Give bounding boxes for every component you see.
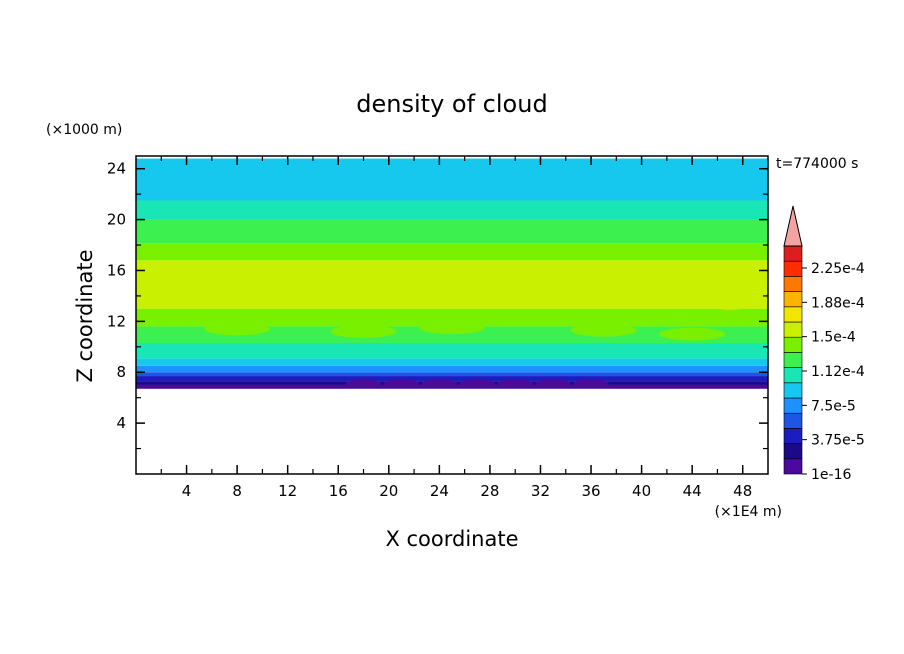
density-contour-field — [136, 158, 768, 389]
y-axis-ticks: 4 8 12 16 20 24 — [107, 160, 768, 450]
contour-patch — [507, 275, 599, 307]
colorbar-extend-arrow — [783, 205, 803, 247]
colorbar-swatch — [783, 276, 803, 292]
x-tick-label: 24 — [430, 482, 449, 500]
y-tick-label: 8 — [116, 363, 126, 381]
colorbar-swatch — [783, 412, 803, 429]
contour-patch — [259, 281, 341, 305]
x-tick-label: 36 — [581, 482, 600, 500]
colorbar-swatch — [783, 306, 803, 323]
colorbar-swatch — [783, 336, 803, 353]
contour-patch — [659, 327, 726, 341]
contour-patch — [535, 379, 571, 389]
x-tick-label: 28 — [480, 482, 499, 500]
colorbar-swatch — [783, 352, 803, 368]
contour-patch — [204, 322, 270, 336]
contour-band — [136, 243, 768, 261]
colorbar-swatch — [783, 382, 803, 399]
contour-patch — [419, 321, 485, 335]
x-axis-label: X coordinate — [385, 527, 518, 551]
x-tick-label: 8 — [232, 482, 242, 500]
contour-band — [136, 342, 768, 359]
contour-band — [136, 308, 768, 327]
y-tick-label: 20 — [107, 211, 126, 229]
contour-band — [136, 376, 768, 382]
contour-patch — [330, 325, 397, 338]
y-tick-label: 24 — [107, 160, 126, 178]
contour-patch — [459, 290, 521, 307]
colorbar-swatch — [783, 397, 803, 414]
x-tick-label: 12 — [278, 482, 297, 500]
colorbar-tick-label: 1e-16 — [811, 467, 851, 483]
colorbar-tick-label: 1.88e-4 — [811, 295, 865, 311]
contour-patch — [363, 274, 465, 303]
x-tick-label: 44 — [683, 482, 702, 500]
colorbar-swatch — [783, 458, 803, 475]
contour-band — [136, 158, 768, 201]
x-tick-label: 16 — [329, 482, 348, 500]
colorbar-tick-label: 2.25e-4 — [811, 261, 865, 277]
contour-band — [136, 384, 768, 389]
colorbar-swatch — [783, 245, 803, 262]
contour-patch — [421, 379, 458, 389]
y-axis-unit: (×1000 m) — [46, 122, 122, 138]
colorbar-tick-label: 1.12e-4 — [811, 364, 865, 380]
colorbar-swatch — [783, 443, 803, 460]
y-tick-label: 16 — [107, 261, 126, 279]
y-axis-label: Z coordinate — [73, 249, 97, 382]
y-tick-label: 4 — [116, 414, 126, 432]
contour-band — [136, 365, 768, 373]
time-label: t=774000 s — [776, 156, 858, 172]
contour-patch — [345, 379, 382, 389]
contour-patch — [181, 280, 243, 299]
contour-patch — [626, 269, 708, 303]
y-tick-label: 12 — [107, 312, 126, 330]
x-tick-label: 32 — [531, 482, 550, 500]
colorbar-swatch — [783, 291, 803, 308]
contour-patch — [573, 379, 609, 389]
x-axis-unit: (×1E4 m) — [715, 504, 782, 520]
contour-band — [136, 358, 768, 366]
x-tick-label: 4 — [182, 482, 192, 500]
contour-patch — [497, 379, 533, 389]
colorbar-swatch — [783, 428, 803, 444]
chart-title: density of cloud — [356, 90, 547, 118]
contour-patch — [459, 379, 495, 389]
colorbar-swatch — [783, 367, 803, 384]
colorbar-swatch — [783, 260, 803, 277]
colorbar-tick-label: 7.5e-5 — [811, 398, 856, 414]
colorbar-tick-label: 3.75e-5 — [811, 433, 865, 449]
plot-frame — [135, 155, 769, 475]
x-tick-label: 20 — [379, 482, 398, 500]
contour-irregularities — [181, 269, 758, 389]
x-axis-ticks: 4 8 12 16 20 24 28 32 36 40 44 48 — [160, 156, 752, 500]
contour-band — [136, 219, 768, 244]
colorbar-swatch — [783, 321, 803, 338]
colorbar: 2.25e-4 1.88e-4 1.5e-4 1.12e-4 7.5e-5 3.75e-5… — [783, 205, 865, 483]
contour-band — [136, 200, 768, 220]
contour-patch — [383, 379, 420, 389]
colorbar-tick-label: 1.5e-4 — [811, 330, 856, 346]
x-tick-label: 40 — [632, 482, 651, 500]
x-tick-label: 48 — [733, 482, 752, 500]
contour-patch — [570, 323, 637, 337]
contour-band — [136, 372, 768, 377]
contour-patch — [702, 287, 758, 310]
